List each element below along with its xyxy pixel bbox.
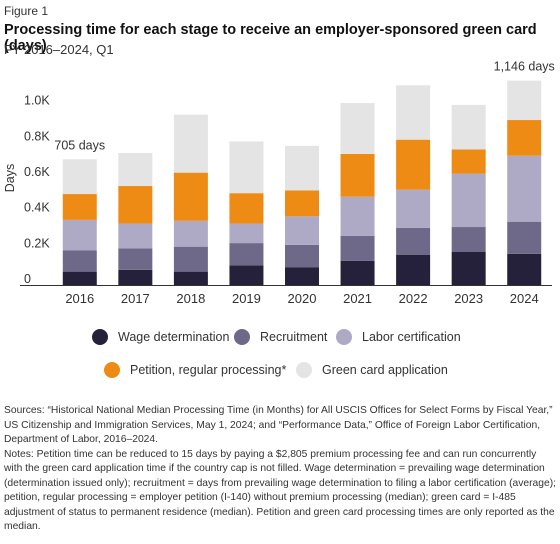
y-tick-label: 0 xyxy=(24,272,31,286)
bar-segment xyxy=(285,145,319,191)
y-tick-label: 0.6K xyxy=(24,165,50,179)
bar-segment xyxy=(396,85,431,140)
x-tick-label: 2022 xyxy=(399,291,428,306)
bar-segment xyxy=(62,194,97,220)
chart-subtitle: FY 2016–2024, Q1 xyxy=(4,42,114,57)
bar-segment xyxy=(285,216,319,245)
legend-label: Wage determination xyxy=(118,330,230,344)
legend-item-labor-cert: Labor certification xyxy=(336,329,461,345)
bar-segment xyxy=(507,221,542,254)
x-tick-label: 2019 xyxy=(232,291,261,306)
bar-segment xyxy=(451,252,486,285)
bar-segment xyxy=(173,246,208,272)
bar-segment xyxy=(118,186,153,224)
legend-swatch xyxy=(92,329,108,345)
bar-segment xyxy=(229,141,264,194)
bar-segment xyxy=(173,271,208,285)
legend-label: Labor certification xyxy=(362,330,461,344)
notes-block: Sources: “Historical National Median Pro… xyxy=(4,404,556,535)
bar-segment xyxy=(118,248,153,270)
bar-segment xyxy=(340,196,375,236)
bar-segment xyxy=(507,80,542,121)
legend-swatch xyxy=(104,362,120,378)
y-tick-label: 1.0K xyxy=(24,94,50,108)
legend-label: Petition, regular processing* xyxy=(130,363,287,377)
bar-segment xyxy=(396,189,431,228)
y-axis-label: Days xyxy=(3,164,17,192)
bar-segment xyxy=(285,267,319,285)
chart-title: Processing time for each stage to receiv… xyxy=(4,22,537,54)
bar-segment xyxy=(507,253,542,285)
legend-swatch xyxy=(336,329,352,345)
bar-segment xyxy=(229,193,264,224)
legend-swatch xyxy=(296,362,312,378)
bar-segment xyxy=(62,159,97,195)
legend-item-wage: Wage determination xyxy=(92,329,229,345)
bar-segment xyxy=(285,190,319,217)
bar-segment xyxy=(62,271,97,285)
bar-segment xyxy=(340,260,375,285)
bar-segment xyxy=(451,149,486,174)
sources-text: Sources: “Historical National Median Pro… xyxy=(4,405,553,445)
x-tick-label: 2021 xyxy=(343,291,372,306)
x-tick-label: 2016 xyxy=(65,291,94,306)
x-tick-label: 2023 xyxy=(454,291,483,306)
legend-label: Recruitment xyxy=(260,330,328,344)
legend-item-green-card: Green card application xyxy=(296,362,448,378)
bar-segment xyxy=(62,250,97,272)
legend-item-petition: Petition, regular processing* xyxy=(104,362,286,378)
y-tick-label: 0.8K xyxy=(24,129,50,143)
legend-item-recruitment: Recruitment xyxy=(234,329,327,345)
x-tick-label: 2020 xyxy=(288,291,317,306)
annotation-label: 1,146 days xyxy=(494,60,555,74)
bar-segment xyxy=(340,153,375,197)
bar-segment xyxy=(340,103,375,154)
legend-swatch xyxy=(234,329,250,345)
bar-segment xyxy=(340,235,375,261)
bar-segment xyxy=(62,219,97,251)
bar-segment xyxy=(507,120,542,156)
bar-segment xyxy=(229,243,264,266)
notes-text: Notes: Petition time can be reduced to 1… xyxy=(4,448,557,533)
bar-segment xyxy=(229,265,264,285)
bar-segment xyxy=(173,172,208,221)
bar-segment xyxy=(396,254,431,285)
bar-segment xyxy=(118,223,153,249)
bar-segment xyxy=(173,114,208,173)
bar-segment xyxy=(451,173,486,228)
annotation-label: 705 days xyxy=(54,138,105,152)
legend-label: Green card application xyxy=(322,363,448,377)
bar-segment xyxy=(451,104,486,150)
bar-segment xyxy=(285,244,319,268)
bar-segment xyxy=(173,220,208,247)
y-tick-label: 0.2K xyxy=(24,236,50,250)
figure-label: Figure 1 xyxy=(4,4,49,18)
bar-segment xyxy=(396,227,431,255)
bar-segment xyxy=(118,153,153,187)
bar-segment xyxy=(507,155,542,222)
y-tick-label: 0.4K xyxy=(24,201,50,215)
bar-segment xyxy=(229,223,264,244)
bar-segment xyxy=(118,269,153,285)
x-tick-label: 2018 xyxy=(176,291,205,306)
x-tick-label: 2017 xyxy=(121,291,150,306)
bar-segment xyxy=(396,139,431,190)
stacked-bar-chart: Days 0 0.2K 0.4K 0.6K 0.8K 1.0K 2016 2017 2018 201… xyxy=(3,60,555,306)
bar-segment xyxy=(451,227,486,253)
x-tick-label: 2024 xyxy=(510,291,539,306)
